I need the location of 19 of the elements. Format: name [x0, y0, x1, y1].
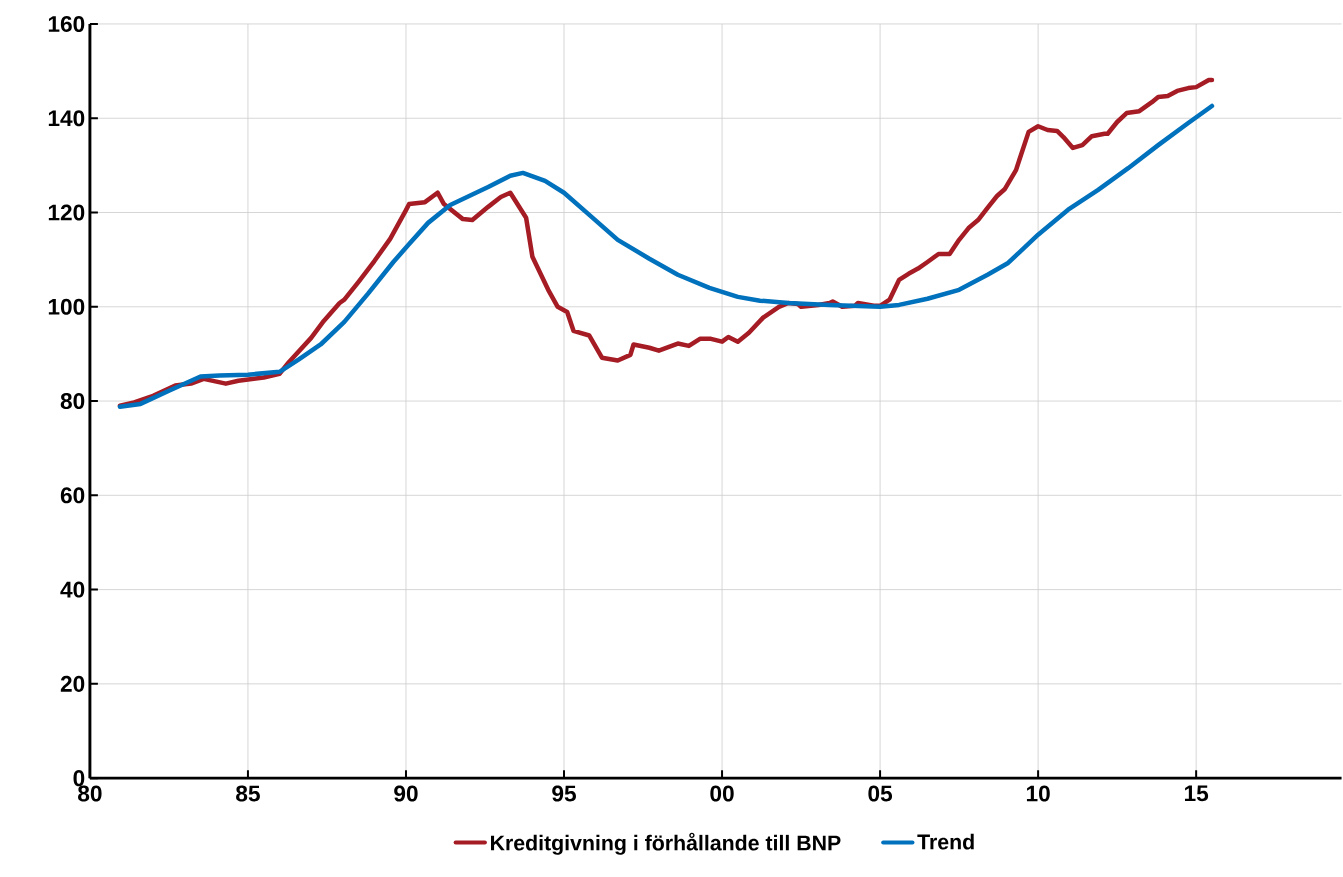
y-tick-label: 100 — [48, 298, 85, 315]
x-tick-label: 05 — [868, 785, 893, 802]
x-tick-label: 85 — [236, 785, 260, 802]
y-tick-label: 0 — [73, 770, 85, 787]
x-tick-label: 80 — [78, 785, 102, 802]
x-tick-label: 00 — [710, 785, 734, 802]
y-tick-label: 140 — [48, 110, 85, 127]
x-tick-label: 15 — [1184, 785, 1209, 802]
legend-label: Trend — [917, 833, 974, 850]
y-tick-label: 80 — [60, 393, 85, 410]
x-tick-label: 95 — [552, 785, 576, 802]
y-tick-label: 120 — [48, 204, 85, 221]
y-tick-label: 40 — [60, 581, 85, 598]
legend-label: Kreditgivning i förhållande till BNP — [491, 832, 841, 855]
x-tick-label: 90 — [394, 785, 418, 802]
y-tick-label: 20 — [60, 675, 85, 692]
x-tick-label: 10 — [1026, 785, 1050, 802]
y-tick-label: 60 — [60, 487, 85, 504]
y-tick-label: 160 — [48, 15, 85, 32]
